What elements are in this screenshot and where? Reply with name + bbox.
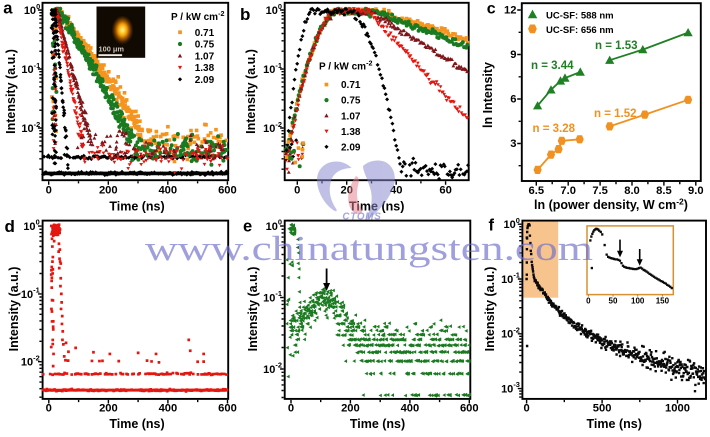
svg-text:Time (ns): Time (ns)	[109, 417, 164, 431]
svg-text:600: 600	[218, 185, 237, 197]
svg-text:200: 200	[99, 402, 118, 414]
svg-text:ln Intensity: ln Intensity	[481, 62, 495, 128]
svg-text:1.38: 1.38	[341, 127, 361, 138]
svg-text:n = 3.44: n = 3.44	[531, 60, 574, 72]
svg-text:Intensity (a.u.): Intensity (a.u.)	[4, 49, 18, 134]
svg-text:2.09: 2.09	[195, 75, 215, 86]
svg-text:0: 0	[294, 185, 300, 197]
svg-text:8.5: 8.5	[656, 185, 672, 197]
svg-text:0.71: 0.71	[195, 28, 215, 39]
svg-text:1.07: 1.07	[195, 51, 215, 62]
svg-text:6: 6	[510, 94, 516, 106]
svg-text:a: a	[3, 0, 13, 17]
svg-text:500: 500	[593, 402, 612, 414]
svg-text:e: e	[243, 218, 252, 236]
svg-text:CTOMS: CTOMS	[342, 211, 381, 222]
svg-text:Intensity (a.u.): Intensity (a.u.)	[7, 267, 21, 352]
svg-text:Time (ns): Time (ns)	[109, 200, 164, 214]
svg-text:b: b	[240, 5, 250, 24]
svg-text:7.0: 7.0	[560, 185, 576, 197]
svg-text:n = 3.28: n = 3.28	[533, 123, 576, 135]
svg-text:50: 50	[609, 297, 618, 306]
svg-text:12: 12	[504, 5, 516, 17]
svg-text:0: 0	[46, 185, 52, 197]
svg-text:100 μm: 100 μm	[99, 45, 125, 54]
svg-text:3: 3	[510, 138, 516, 150]
svg-text:c: c	[487, 0, 496, 17]
svg-text:100: 100	[631, 297, 645, 306]
svg-text:1.07: 1.07	[341, 111, 361, 122]
svg-text:600: 600	[218, 402, 237, 414]
svg-text:UC-SF: 656 nm: UC-SF: 656 nm	[546, 25, 614, 36]
svg-text:0: 0	[288, 402, 294, 414]
svg-text:n = 1.52: n = 1.52	[594, 108, 637, 120]
svg-text:n = 1.53: n = 1.53	[595, 40, 638, 52]
svg-text:1000: 1000	[665, 402, 690, 414]
svg-text:9.0: 9.0	[688, 185, 704, 197]
svg-text:Intensity (a.u.): Intensity (a.u.)	[244, 49, 258, 134]
svg-text:0: 0	[523, 402, 529, 414]
svg-text:0.75: 0.75	[195, 40, 215, 51]
svg-text:P / kW cm-2: P / kW cm-2	[319, 59, 372, 73]
svg-text:0.75: 0.75	[341, 96, 361, 107]
svg-text:150: 150	[656, 297, 670, 306]
svg-text:d: d	[5, 217, 15, 236]
svg-text:1.38: 1.38	[195, 63, 215, 74]
svg-text:600: 600	[460, 402, 479, 414]
svg-text:ln (power density, W cm-2): ln (power density, W cm-2)	[534, 197, 688, 213]
svg-text:www.chinatungsten.com: www.chinatungsten.com	[145, 229, 593, 268]
svg-text:Time (ns): Time (ns)	[350, 417, 405, 431]
svg-text:400: 400	[158, 185, 177, 197]
svg-text:0.71: 0.71	[341, 80, 361, 91]
svg-text:200: 200	[341, 402, 360, 414]
svg-text:Intensity (a.u.): Intensity (a.u.)	[246, 267, 260, 352]
svg-text:7.5: 7.5	[592, 185, 608, 197]
svg-text:200: 200	[99, 185, 118, 197]
svg-text:60: 60	[439, 185, 451, 197]
svg-text:400: 400	[159, 402, 178, 414]
svg-text:6.5: 6.5	[529, 185, 545, 197]
svg-text:0: 0	[46, 402, 52, 414]
svg-text:0: 0	[586, 297, 591, 306]
svg-text:2.09: 2.09	[341, 143, 361, 154]
svg-text:8.0: 8.0	[624, 185, 640, 197]
svg-text:Time (ns): Time (ns)	[587, 417, 642, 431]
svg-text:f: f	[489, 217, 495, 235]
svg-text:9: 9	[510, 49, 516, 61]
svg-text:P / kW cm-2: P / kW cm-2	[171, 9, 224, 23]
svg-text:400: 400	[401, 402, 420, 414]
svg-text:UC-SF: 588 nm: UC-SF: 588 nm	[546, 10, 614, 21]
svg-text:Intensity (a.u.): Intensity (a.u.)	[483, 267, 497, 352]
